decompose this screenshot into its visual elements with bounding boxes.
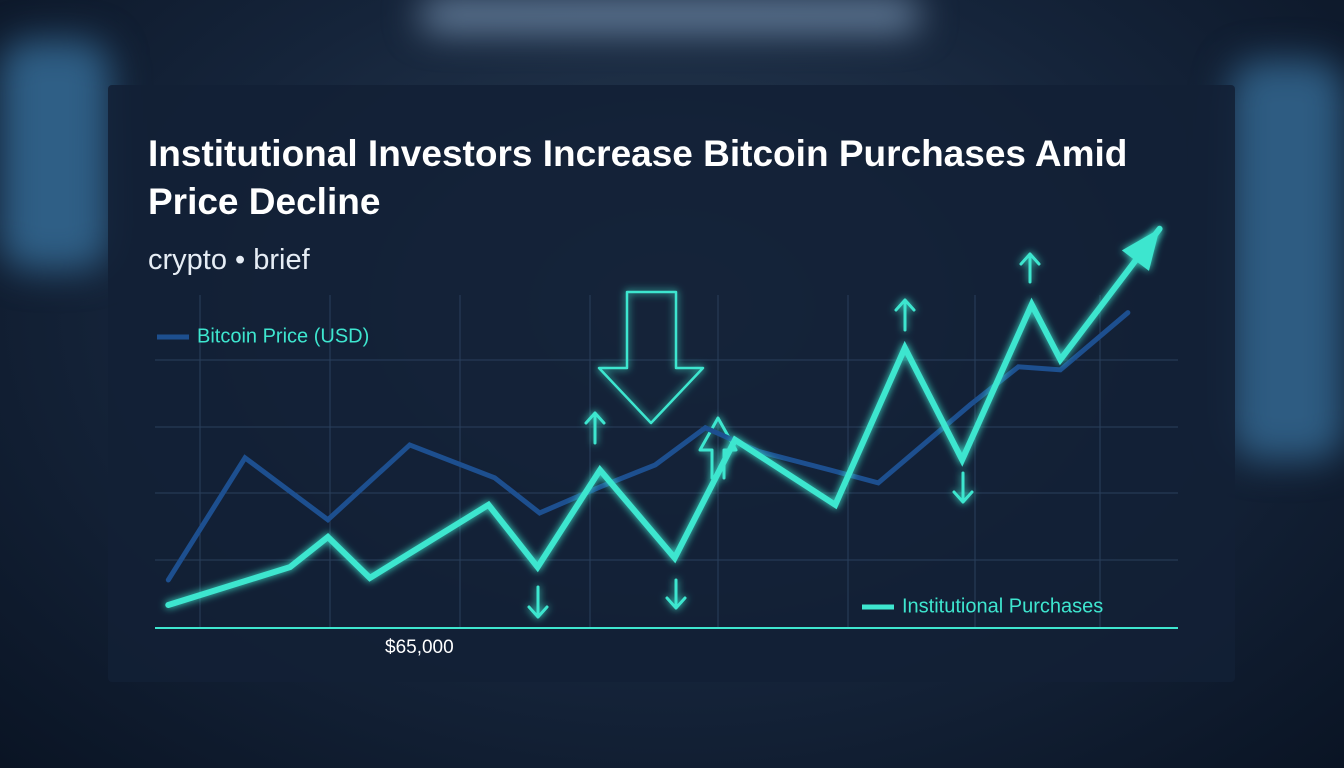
grid — [155, 295, 1178, 628]
line — [165, 225, 1163, 608]
background-screen — [0, 40, 110, 270]
background-light — [420, 0, 920, 30]
background-screen — [1230, 60, 1344, 460]
arrow-icons — [527, 252, 1041, 619]
arrow-head — [1121, 228, 1160, 271]
title: Institutional Investors Increase Bitcoin… — [148, 133, 1128, 222]
line — [165, 310, 1131, 583]
legend-label: Bitcoin Price (USD) — [197, 325, 369, 347]
annotation: $65,000 — [385, 637, 454, 658]
panel — [108, 85, 1235, 682]
legend-label: Institutional Purchases — [902, 595, 1103, 617]
subtitle: crypto • brief — [148, 244, 310, 276]
